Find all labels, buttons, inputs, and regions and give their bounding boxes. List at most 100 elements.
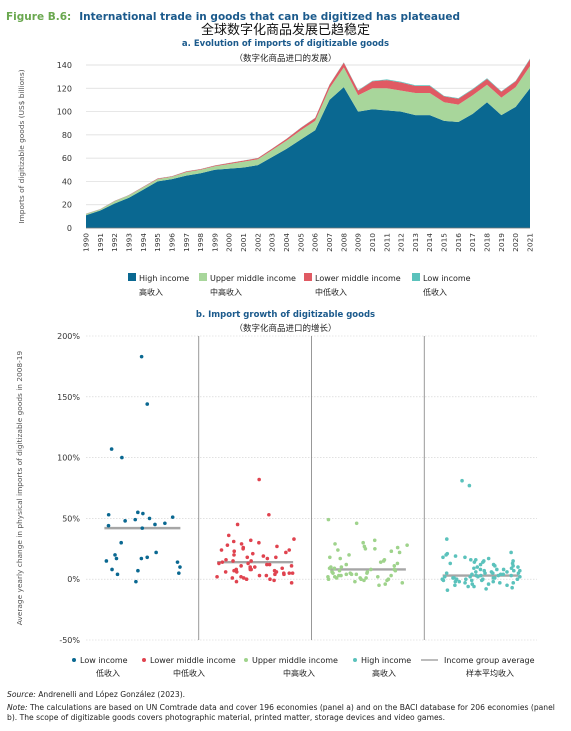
data-point <box>448 561 453 566</box>
panel-b-subtitle: （数字化商品进口的增长） <box>234 324 337 334</box>
legend-label-cn: 中高收入 <box>283 668 315 678</box>
data-point <box>267 562 272 567</box>
note-text: The calculations are based on UN Comtrad… <box>7 703 555 722</box>
data-point <box>177 571 181 575</box>
data-point <box>509 573 514 578</box>
data-point <box>333 542 337 546</box>
y-tick-label: 100% <box>57 454 80 463</box>
x-tick-label: 2001 <box>239 233 248 252</box>
legend-label-cn: 高收入 <box>372 668 396 678</box>
data-point <box>292 537 296 541</box>
data-point <box>115 572 120 577</box>
data-point <box>241 547 245 551</box>
data-point <box>327 566 332 571</box>
data-point <box>234 570 239 574</box>
data-point <box>338 556 343 561</box>
x-tick-label: 2004 <box>282 233 291 252</box>
data-point <box>361 540 365 545</box>
data-point <box>239 564 243 568</box>
panel-a-title: a. Evolution of imports of digitizable g… <box>181 39 390 49</box>
data-point <box>444 537 449 541</box>
area-series-high-income <box>86 87 530 228</box>
data-point <box>136 568 140 573</box>
data-point <box>365 571 369 575</box>
y-tick-label: -50% <box>59 636 80 645</box>
legend-label-cn: 高收入 <box>139 287 163 297</box>
data-point <box>235 522 240 527</box>
y-tick-label: 80 <box>62 131 72 140</box>
data-point <box>331 571 335 575</box>
data-point <box>347 553 351 557</box>
source-label: Source: <box>7 690 36 699</box>
data-point <box>373 547 377 551</box>
legend-marker <box>72 658 76 662</box>
legend-label: High income <box>361 656 411 665</box>
data-point <box>486 556 491 561</box>
data-point <box>441 555 445 560</box>
x-tick-label: 2003 <box>268 233 277 252</box>
legend-label: Low income <box>423 274 471 283</box>
data-point <box>378 560 383 564</box>
data-point <box>479 573 483 578</box>
footnote: Note: The calculations are based on UN C… <box>7 703 565 723</box>
x-tick-label: 1998 <box>196 233 205 252</box>
data-point <box>339 565 344 569</box>
data-point <box>133 517 138 522</box>
x-tick-label: 2012 <box>397 233 406 252</box>
x-tick-label: 1990 <box>82 233 91 252</box>
data-point <box>178 565 182 569</box>
data-point <box>249 559 253 563</box>
data-point <box>385 578 389 583</box>
data-point <box>442 574 447 579</box>
data-point <box>332 566 337 571</box>
data-point <box>145 402 150 406</box>
figure-title-row: Figure B.6: International trade in goods … <box>6 5 460 24</box>
x-tick-label: 2010 <box>368 233 377 252</box>
legend-label-cn: 中高收入 <box>210 287 242 297</box>
data-point <box>395 561 400 566</box>
data-point <box>232 549 237 554</box>
data-point <box>362 578 366 583</box>
x-tick-label: 2016 <box>454 233 463 252</box>
data-point <box>491 579 496 584</box>
data-point <box>505 583 509 588</box>
x-tick-label: 2021 <box>526 233 535 252</box>
data-point <box>472 566 476 571</box>
data-point <box>246 561 250 566</box>
data-point <box>476 574 480 579</box>
y-tick-label: 120 <box>57 84 72 93</box>
y-tick-label: 20 <box>62 201 72 210</box>
data-point <box>154 550 158 555</box>
data-point <box>234 579 239 584</box>
x-tick-label: 2013 <box>411 233 420 252</box>
data-point <box>113 553 117 557</box>
x-tick-label: 1999 <box>210 233 219 252</box>
data-point <box>244 577 249 581</box>
x-tick-label: 2009 <box>354 233 363 252</box>
data-point <box>220 560 225 564</box>
data-point <box>231 559 235 563</box>
data-point <box>453 583 457 588</box>
data-point <box>478 567 483 572</box>
legend-swatch <box>304 273 312 281</box>
data-point <box>444 553 448 557</box>
data-point <box>457 579 462 584</box>
area-series-upper-middle-income <box>86 66 530 216</box>
data-point <box>326 517 331 522</box>
data-point <box>375 574 380 579</box>
x-tick-label: 2002 <box>253 233 262 252</box>
y-tick-label: 100 <box>57 108 72 117</box>
data-point <box>106 523 111 528</box>
legend-swatch <box>199 273 207 281</box>
data-point <box>486 582 491 586</box>
data-point <box>498 581 502 585</box>
data-point <box>509 550 513 555</box>
data-point <box>472 560 477 564</box>
legend-marker <box>244 658 248 662</box>
data-point <box>336 548 340 552</box>
data-point <box>495 567 499 572</box>
data-point <box>289 564 294 568</box>
data-point <box>225 543 230 547</box>
data-point <box>232 568 236 573</box>
data-point <box>518 574 522 579</box>
